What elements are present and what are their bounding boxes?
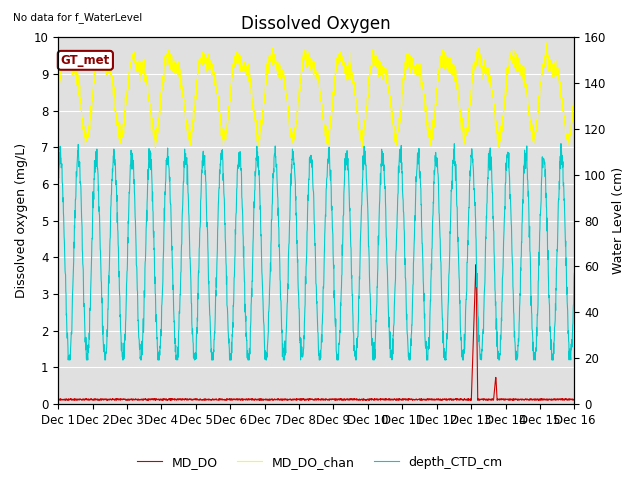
MD_DO_chan [342, 74, 350, 80]
Line: depth_CTD_cm: depth_CTD_cm [58, 144, 574, 360]
MD_DO_chan [152, 144, 159, 150]
depth_CTD_cm [557, 141, 564, 146]
MD_DO [525, 397, 533, 403]
MD_DO_chan [570, 92, 578, 98]
MD_DO [570, 396, 578, 402]
MD_DO [54, 397, 62, 403]
depth_CTD_cm [65, 357, 72, 363]
depth_CTD_cm [525, 213, 532, 218]
depth_CTD_cm [54, 174, 62, 180]
Y-axis label: Water Level (cm): Water Level (cm) [612, 167, 625, 274]
Text: No data for f_WaterLevel: No data for f_WaterLevel [13, 12, 142, 23]
MD_DO [198, 397, 206, 403]
MD_DO_chan [540, 60, 547, 66]
Y-axis label: Dissolved oxygen (mg/L): Dissolved oxygen (mg/L) [15, 143, 28, 298]
depth_CTD_cm [467, 168, 474, 174]
MD_DO_chan [198, 52, 206, 58]
Title: Dissolved Oxygen: Dissolved Oxygen [241, 15, 391, 33]
MD_DO_chan [331, 76, 339, 82]
depth_CTD_cm [331, 318, 339, 324]
MD_DO [540, 397, 547, 403]
MD_DO [472, 262, 480, 267]
MD_DO_chan [525, 113, 532, 119]
MD_DO_chan [54, 85, 62, 91]
MD_DO_chan [542, 40, 550, 46]
depth_CTD_cm [570, 270, 578, 276]
Line: MD_DO_chan: MD_DO_chan [58, 43, 574, 147]
Legend: MD_DO, MD_DO_chan, depth_CTD_cm: MD_DO, MD_DO_chan, depth_CTD_cm [132, 451, 508, 474]
MD_DO [466, 397, 474, 403]
depth_CTD_cm [198, 158, 206, 164]
Line: MD_DO: MD_DO [58, 264, 574, 400]
MD_DO [342, 396, 350, 402]
Text: GT_met: GT_met [61, 54, 110, 67]
depth_CTD_cm [342, 162, 350, 168]
MD_DO [331, 396, 339, 402]
MD_DO [467, 397, 475, 403]
MD_DO_chan [467, 103, 474, 108]
depth_CTD_cm [540, 156, 547, 161]
